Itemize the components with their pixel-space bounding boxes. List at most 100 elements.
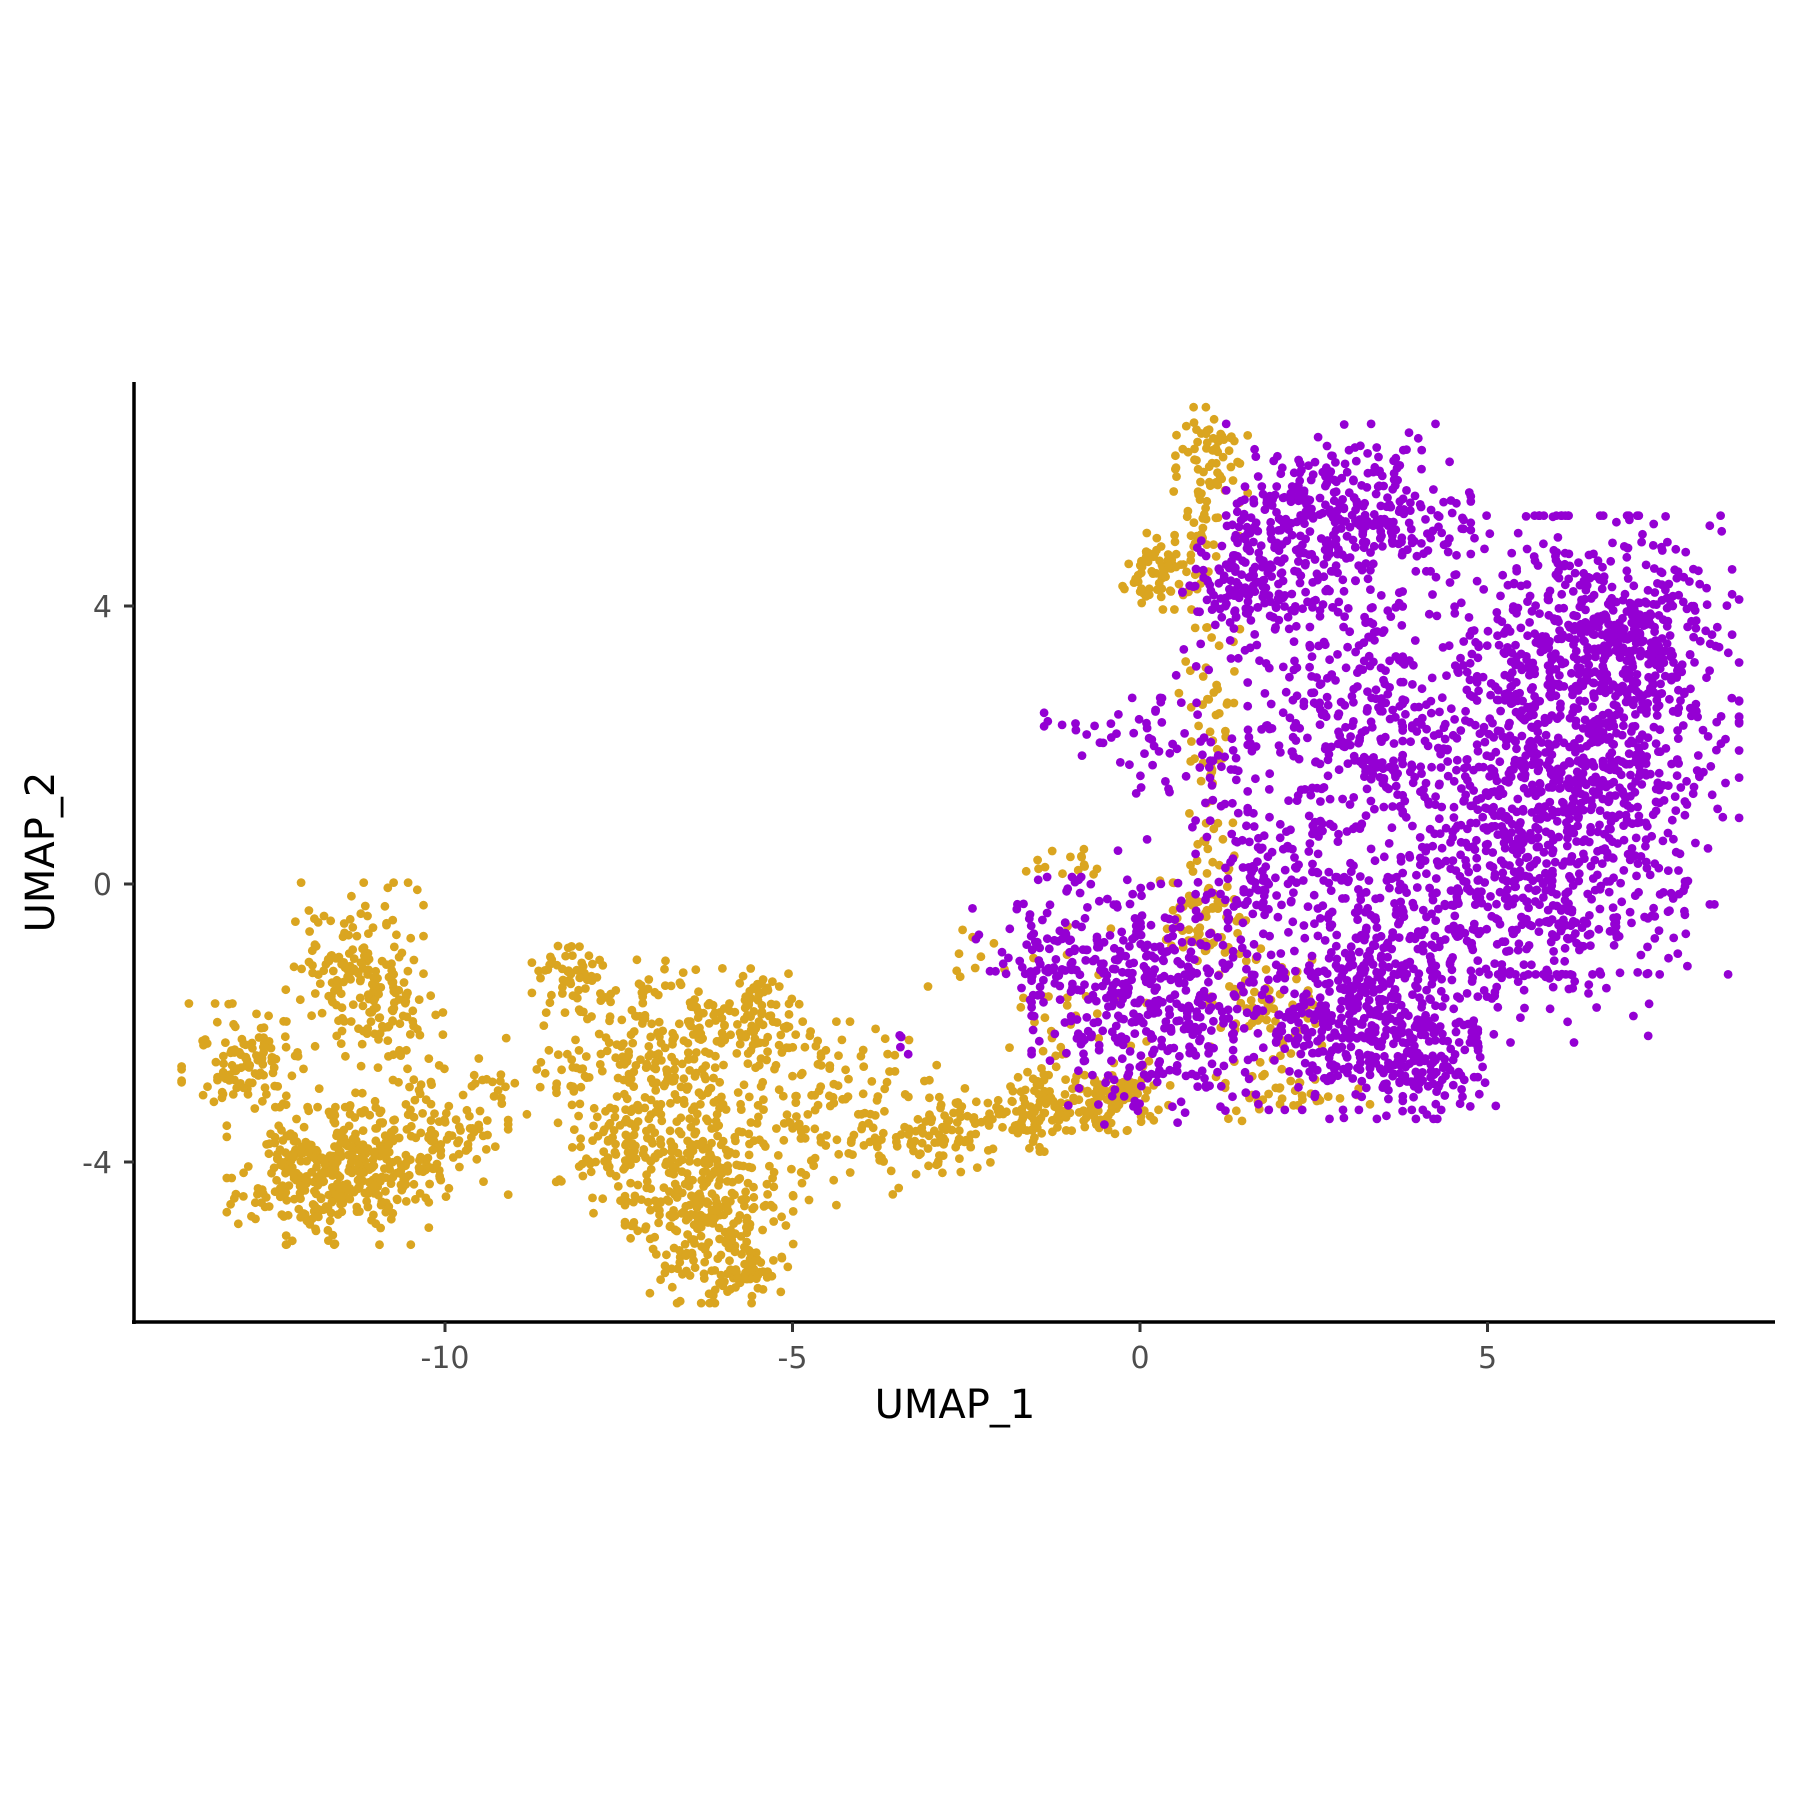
point-gold (813, 1100, 823, 1110)
point-purple (1330, 517, 1340, 527)
point-gold (1074, 1095, 1084, 1105)
point-purple (1641, 560, 1651, 570)
point-gold (424, 1223, 434, 1232)
point-purple (1497, 973, 1506, 983)
point-purple (1397, 533, 1407, 543)
point-gold (837, 1035, 847, 1045)
point-gold (1060, 1090, 1070, 1099)
point-gold (1182, 512, 1192, 522)
point-purple (1238, 556, 1247, 566)
point-gold (313, 1102, 322, 1112)
point-purple (1535, 814, 1545, 824)
point-gold (375, 1240, 384, 1250)
point-gold (700, 1257, 710, 1267)
point-gold (1170, 537, 1180, 547)
point-purple (1566, 874, 1576, 884)
point-purple (1360, 772, 1369, 781)
point-purple (1580, 696, 1590, 706)
point-purple (1343, 604, 1353, 613)
point-gold (399, 978, 409, 987)
point-gold (319, 1205, 328, 1215)
point-gold (696, 1222, 706, 1232)
point-gold (886, 1166, 896, 1176)
point-gold (769, 1167, 779, 1177)
point-purple (1250, 444, 1259, 454)
point-purple (1681, 929, 1691, 939)
point-purple (1488, 848, 1498, 857)
point-purple (1428, 895, 1438, 905)
point-purple (1561, 889, 1570, 899)
point-gold (1335, 1094, 1345, 1103)
point-purple (1701, 626, 1711, 636)
point-purple (1593, 556, 1603, 566)
point-gold (1051, 1062, 1061, 1072)
point-gold (357, 1039, 367, 1049)
point-gold (363, 1024, 373, 1033)
point-purple (1430, 829, 1440, 839)
point-purple (1629, 624, 1639, 634)
point-purple (1605, 926, 1615, 936)
point-purple (1424, 800, 1434, 809)
point-purple (1440, 734, 1450, 744)
point-purple (1691, 623, 1701, 633)
point-gold (419, 900, 428, 910)
point-gold (1016, 1087, 1026, 1097)
point-gold (1081, 1113, 1091, 1123)
point-purple (1597, 584, 1607, 594)
point-purple (1698, 725, 1708, 735)
point-purple (1604, 887, 1614, 897)
point-gold (282, 1017, 291, 1026)
point-purple (1593, 846, 1602, 856)
point-gold (243, 1089, 253, 1099)
point-purple (1446, 886, 1456, 895)
point-gold (470, 1079, 480, 1088)
point-gold (1028, 1125, 1038, 1135)
point-gold (384, 1140, 394, 1150)
point-gold (425, 1163, 434, 1172)
point-gold (595, 955, 604, 965)
point-gold (327, 1197, 337, 1207)
point-purple (1621, 759, 1631, 769)
point-gold (503, 1190, 513, 1199)
point-purple (1474, 642, 1484, 652)
point-purple (1329, 488, 1339, 497)
point-gold (617, 1015, 627, 1025)
point-purple (1513, 821, 1523, 831)
point-purple (1249, 495, 1258, 504)
point-purple (1234, 522, 1244, 532)
point-purple (1628, 608, 1637, 618)
point-purple (1648, 810, 1658, 820)
point-gold (711, 1193, 720, 1203)
point-purple (1287, 530, 1297, 540)
point-gold (1080, 1070, 1089, 1080)
point-gold (751, 1063, 760, 1073)
point-purple (1648, 541, 1658, 550)
point-purple (1651, 797, 1661, 807)
point-purple (1667, 815, 1677, 825)
point-gold (728, 1177, 737, 1187)
point-gold (660, 1268, 670, 1278)
point-gold (598, 1194, 608, 1204)
point-gold (779, 1135, 789, 1145)
point-purple (1350, 443, 1360, 452)
point-gold (864, 1118, 873, 1128)
point-gold (1094, 1034, 1104, 1043)
point-gold (1149, 552, 1158, 562)
point-purple (1554, 573, 1564, 583)
point-purple (1630, 891, 1640, 900)
point-gold (289, 962, 299, 972)
point-purple (1273, 451, 1282, 461)
point-purple (1570, 568, 1580, 578)
point-gold (264, 1011, 273, 1021)
point-gold (735, 1211, 745, 1220)
point-gold (259, 1033, 268, 1042)
point-purple (1574, 812, 1583, 822)
point-gold (1202, 623, 1212, 632)
point-purple (1424, 609, 1434, 619)
point-purple (1559, 807, 1568, 817)
point-purple (1454, 924, 1463, 934)
point-gold (576, 1134, 585, 1143)
point-gold (1190, 623, 1200, 633)
point-purple (1560, 956, 1570, 966)
point-purple (1366, 774, 1376, 784)
